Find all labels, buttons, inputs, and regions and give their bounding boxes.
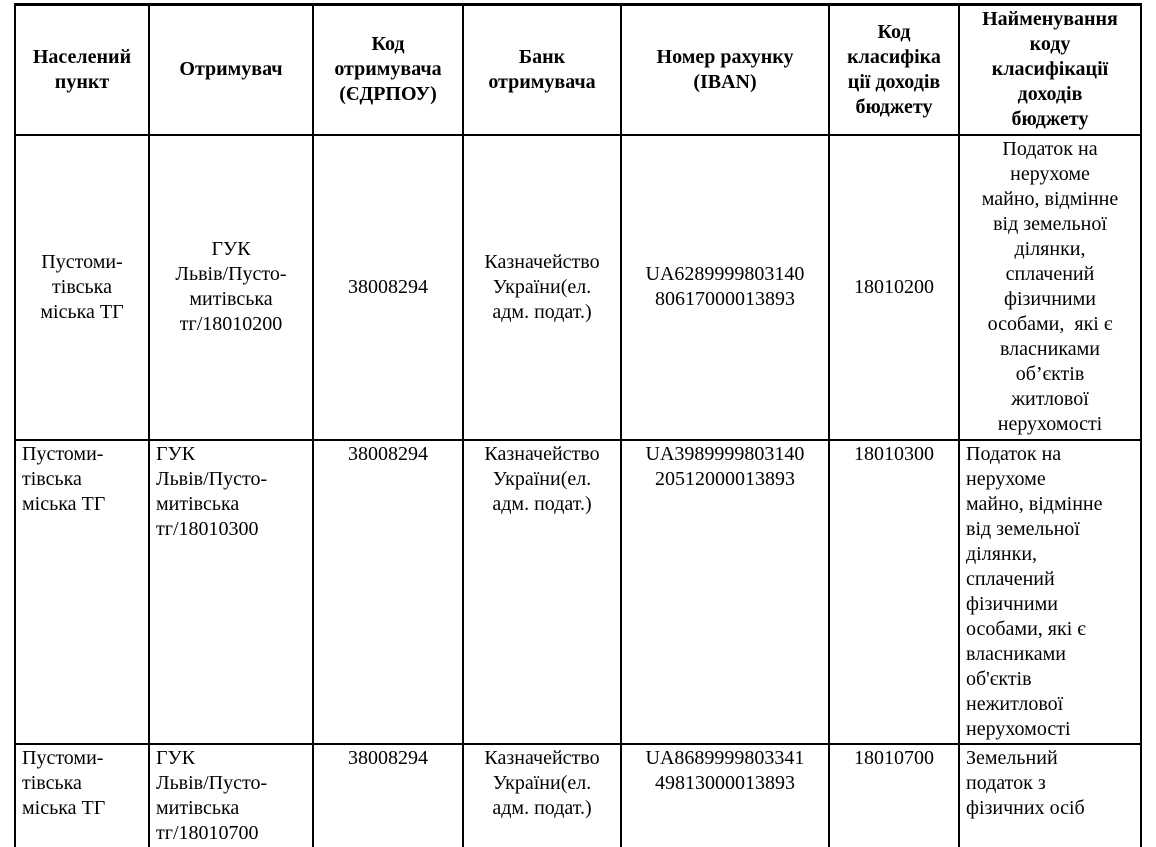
cell-budget-code-name: Податок на нерухоме майно, відмінне від … <box>958 438 1142 745</box>
cell-recipient-bank: Казначейство України(ел. адм. подат.) <box>462 133 622 441</box>
header-cell-recipient: Отримувач <box>148 3 314 136</box>
table-row: Пустоми- тівська міська ТГ ГУК Львів/Пус… <box>14 133 1142 441</box>
table-row: Пустоми- тівська міська ТГ ГУК Львів/Пус… <box>14 438 1142 745</box>
cell-recipient-bank: Казначейство України(ел. адм. подат.) <box>462 438 622 745</box>
cell-recipient-bank: Казначейство України(ел. адм. подат.) <box>462 742 622 847</box>
header-cell-iban: Номер рахунку (IBAN) <box>620 3 830 136</box>
cell-settlement: Пустоми- тівська міська ТГ <box>14 742 150 847</box>
cell-settlement: Пустоми- тівська міська ТГ <box>14 133 150 441</box>
cell-budget-code: 18010700 <box>828 742 960 847</box>
header-cell-settlement: Населений пункт <box>14 3 150 136</box>
cell-recipient: ГУК Львів/Пусто- митівська тг/18010200 <box>148 133 314 441</box>
cell-budget-code: 18010200 <box>828 133 960 441</box>
header-row: Населений пункт Отримувач Код отримувача… <box>14 3 1142 136</box>
cell-recipient: ГУК Львів/Пусто- митівська тг/18010300 <box>148 438 314 745</box>
cell-iban: UA8689999803341 49813000013893 <box>620 742 830 847</box>
cell-recipient-code: 38008294 <box>312 133 464 441</box>
cell-recipient: ГУК Львів/Пусто- митівська тг/18010700 <box>148 742 314 847</box>
header-cell-budget-code-name: Найменування коду класифікації доходів б… <box>958 3 1142 136</box>
header-cell-budget-code: Код класифіка ції доходів бюджету <box>828 3 960 136</box>
header-cell-recipient-code: Код отримувача (ЄДРПОУ) <box>312 3 464 136</box>
table-row: Пустоми- тівська міська ТГ ГУК Львів/Пус… <box>14 742 1142 847</box>
cell-settlement: Пустоми- тівська міська ТГ <box>14 438 150 745</box>
cell-recipient-code: 38008294 <box>312 438 464 745</box>
cell-budget-code: 18010300 <box>828 438 960 745</box>
cell-iban: UA6289999803140 80617000013893 <box>620 133 830 441</box>
cell-iban: UA3989999803140 20512000013893 <box>620 438 830 745</box>
cell-budget-code-name: Податок на нерухоме майно, відмінне від … <box>958 133 1142 441</box>
cell-recipient-code: 38008294 <box>312 742 464 847</box>
payment-details-table: Населений пункт Отримувач Код отримувача… <box>14 3 1142 847</box>
cell-budget-code-name: Земельний податок з фізичних осіб <box>958 742 1142 847</box>
header-cell-recipient-bank: Банк отримувача <box>462 3 622 136</box>
